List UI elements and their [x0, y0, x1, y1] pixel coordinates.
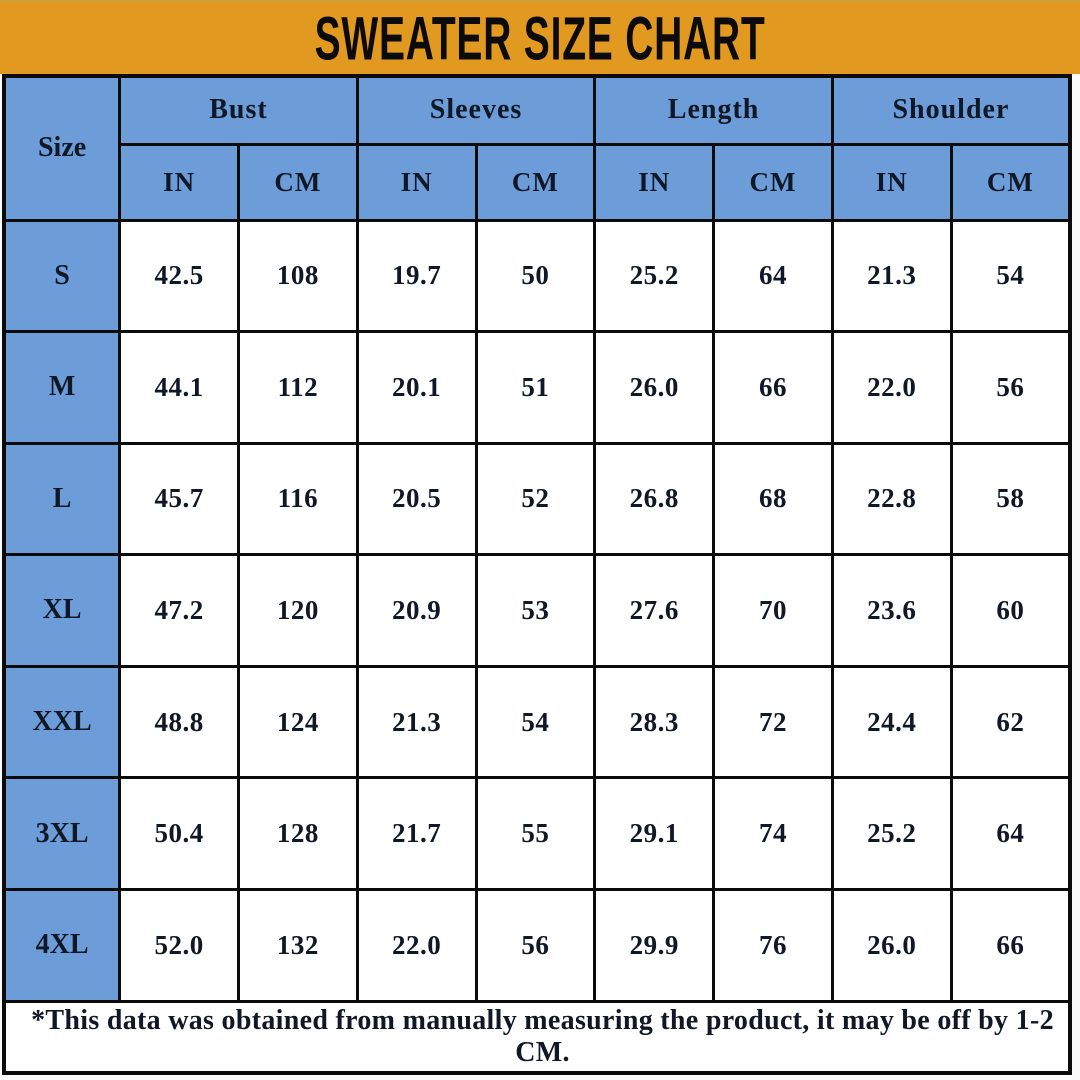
size-cell: L [2, 441, 122, 557]
value-cell: 54 [949, 218, 1072, 334]
unit-header-shoulder-cm: CM [949, 142, 1072, 222]
value-cell: 21.3 [830, 218, 953, 334]
value-cell: 66 [949, 887, 1072, 1003]
table-row-3xl: 3XL 50.4 128 21.7 55 29.1 74 25.2 64 [2, 776, 1072, 891]
table-row-4xl: 4XL 52.0 132 22.0 56 29.9 76 26.0 66 [2, 887, 1072, 1003]
unit-header-bust-in: IN [118, 142, 240, 222]
value-cell: 47.2 [118, 553, 240, 668]
value-cell: 56 [474, 887, 597, 1003]
size-chart-table: Size Bust Sleeves Length Shoulder IN CM … [2, 74, 1072, 1075]
value-cell: 51 [474, 330, 597, 445]
value-cell: 25.2 [830, 776, 953, 891]
value-cell: 26.0 [830, 887, 953, 1003]
value-cell: 64 [712, 218, 834, 334]
value-cell: 128 [236, 776, 359, 891]
value-cell: 58 [949, 441, 1072, 557]
size-cell: S [2, 218, 122, 334]
value-cell: 54 [474, 664, 597, 780]
value-cell: 132 [236, 887, 359, 1003]
value-cell: 53 [474, 553, 597, 668]
value-cell: 50.4 [118, 776, 240, 891]
table-row-xl: XL 47.2 120 20.9 53 27.6 70 23.6 60 [2, 553, 1072, 668]
value-cell: 27.6 [593, 553, 716, 668]
value-cell: 120 [236, 553, 359, 668]
measurement-disclaimer: *This data was obtained from manually me… [2, 999, 1072, 1075]
value-cell: 19.7 [355, 218, 478, 334]
value-cell: 26.8 [593, 441, 716, 557]
value-cell: 20.5 [355, 441, 478, 557]
value-cell: 66 [712, 330, 834, 445]
table-row-xxl: XXL 48.8 124 21.3 54 28.3 72 24.4 62 [2, 664, 1072, 780]
value-cell: 24.4 [830, 664, 953, 780]
column-header-sleeves: Sleeves [355, 74, 597, 146]
unit-header-length-cm: CM [712, 142, 834, 222]
table-row-m: M 44.1 112 20.1 51 26.0 66 22.0 56 [2, 330, 1072, 445]
footnote-row: *This data was obtained from manually me… [2, 999, 1072, 1075]
size-cell: XL [2, 553, 122, 668]
column-header-length: Length [593, 74, 834, 146]
value-cell: 112 [236, 330, 359, 445]
unit-header-shoulder-in: IN [830, 142, 953, 222]
value-cell: 56 [949, 330, 1072, 445]
value-cell: 26.0 [593, 330, 716, 445]
table-row-s: S 42.5 108 19.7 50 25.2 64 21.3 54 [2, 218, 1072, 334]
value-cell: 48.8 [118, 664, 240, 780]
value-cell: 50 [474, 218, 597, 334]
size-chart-table-container: Size Bust Sleeves Length Shoulder IN CM … [0, 74, 1080, 1080]
value-cell: 70 [712, 553, 834, 668]
value-cell: 42.5 [118, 218, 240, 334]
value-cell: 44.1 [118, 330, 240, 445]
value-cell: 62 [949, 664, 1072, 780]
column-header-size: Size [2, 74, 122, 222]
value-cell: 20.9 [355, 553, 478, 668]
unit-header-row: IN CM IN CM IN CM IN CM [4, 142, 1072, 222]
value-cell: 23.6 [830, 553, 953, 668]
value-cell: 22.0 [355, 887, 478, 1003]
value-cell: 22.0 [830, 330, 953, 445]
page-title: SWEATER SIZE CHART [314, 4, 766, 74]
value-cell: 22.8 [830, 441, 953, 557]
value-cell: 25.2 [593, 218, 716, 334]
value-cell: 52 [474, 441, 597, 557]
value-cell: 72 [712, 664, 834, 780]
value-cell: 55 [474, 776, 597, 891]
size-cell: 4XL [2, 887, 122, 1003]
size-cell: 3XL [2, 776, 122, 891]
value-cell: 60 [949, 553, 1072, 668]
value-cell: 76 [712, 887, 834, 1003]
value-cell: 29.1 [593, 776, 716, 891]
column-header-shoulder: Shoulder [830, 74, 1072, 146]
value-cell: 21.7 [355, 776, 478, 891]
group-header-row: Size Bust Sleeves Length Shoulder [2, 74, 1072, 222]
column-header-bust: Bust [118, 74, 359, 146]
value-cell: 108 [236, 218, 359, 334]
size-cell: M [2, 330, 122, 445]
unit-header-length-in: IN [593, 142, 716, 222]
title-banner: SWEATER SIZE CHART [0, 0, 1080, 76]
value-cell: 116 [236, 441, 359, 557]
value-cell: 21.3 [355, 664, 478, 780]
unit-header-bust-cm: CM [236, 142, 359, 222]
value-cell: 64 [949, 776, 1072, 891]
value-cell: 52.0 [118, 887, 240, 1003]
value-cell: 45.7 [118, 441, 240, 557]
table-row-l: L 45.7 116 20.5 52 26.8 68 22.8 58 [2, 441, 1072, 557]
value-cell: 68 [712, 441, 834, 557]
value-cell: 124 [236, 664, 359, 780]
size-cell: XXL [2, 664, 122, 780]
value-cell: 29.9 [593, 887, 716, 1003]
unit-header-sleeves-cm: CM [474, 142, 597, 222]
value-cell: 28.3 [593, 664, 716, 780]
value-cell: 20.1 [355, 330, 478, 445]
unit-header-sleeves-in: IN [355, 142, 478, 222]
value-cell: 74 [712, 776, 834, 891]
